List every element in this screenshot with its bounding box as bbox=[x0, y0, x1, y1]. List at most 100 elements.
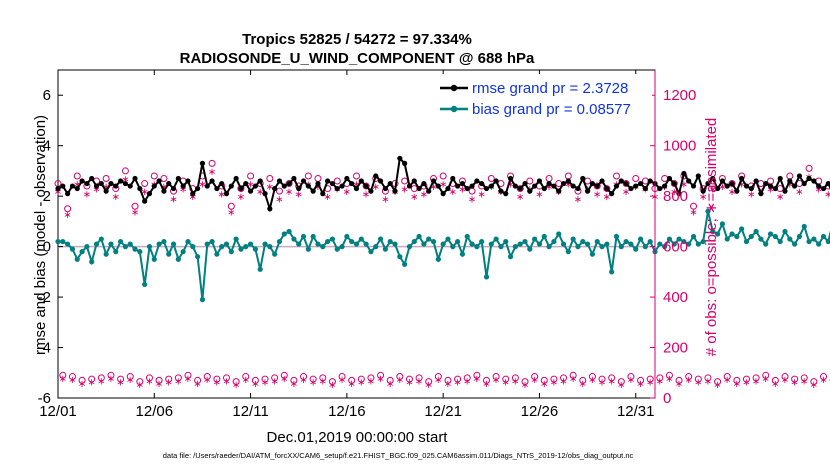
bias-point bbox=[161, 238, 167, 245]
obs-assimilated-point: ∗ bbox=[776, 192, 784, 203]
bias-point bbox=[825, 238, 830, 245]
obs-assimilated-point: ∗ bbox=[73, 180, 81, 191]
obs-possible-point bbox=[511, 374, 519, 382]
bias-point bbox=[498, 244, 504, 250]
obs-assimilated-point: ∗ bbox=[728, 187, 736, 198]
obs-assimilated-point: ∗ bbox=[766, 185, 774, 196]
obs-assimilated-point: ∗ bbox=[59, 374, 67, 385]
bias-point bbox=[806, 238, 812, 245]
obs-possible-point bbox=[704, 374, 712, 382]
obs-possible-point bbox=[622, 180, 630, 188]
obs-assimilated-point: ∗ bbox=[636, 379, 644, 390]
obs-assimilated-point: ∗ bbox=[656, 376, 664, 387]
obs-possible-point bbox=[386, 376, 394, 384]
obs-assimilated-point: ∗ bbox=[145, 376, 153, 387]
bias-point bbox=[55, 238, 61, 245]
bias-point bbox=[628, 241, 634, 247]
bias-point bbox=[60, 238, 66, 245]
obs-assimilated-point: ∗ bbox=[781, 375, 789, 386]
obs-assimilated-point: ∗ bbox=[574, 195, 582, 206]
obs-assimilated-point: ∗ bbox=[468, 195, 476, 206]
rmse-point bbox=[406, 183, 413, 189]
bias-point bbox=[772, 233, 778, 240]
obs-possible-point bbox=[526, 177, 534, 185]
rmse-point bbox=[435, 183, 441, 189]
plot-area: ∗∗∗∗∗∗∗∗∗∗∗∗∗∗∗∗∗∗∗∗ ∗∗∗∗∗∗∗∗∗∗∗∗∗∗∗∗∗∗∗∗… bbox=[54, 69, 830, 399]
obs-possible-point bbox=[454, 375, 462, 383]
obs-assimilated-point: ∗ bbox=[737, 180, 745, 191]
rmse-point bbox=[74, 185, 80, 192]
obs-assimilated-point: ∗ bbox=[444, 379, 452, 390]
bias-point bbox=[435, 256, 441, 262]
rmse-point bbox=[137, 185, 143, 192]
x-tick-label: 12/31 bbox=[617, 403, 655, 420]
obs-possible-point bbox=[425, 378, 433, 386]
rmse-point bbox=[156, 178, 162, 184]
rmse-point bbox=[276, 178, 283, 184]
obs-possible-point bbox=[150, 172, 158, 180]
obs-possible-point bbox=[733, 376, 741, 384]
obs-assimilated-point: ∗ bbox=[559, 376, 567, 387]
bias-point bbox=[132, 246, 138, 252]
bias-point bbox=[811, 236, 817, 242]
obs-possible-point bbox=[767, 177, 775, 185]
rmse-point bbox=[450, 175, 456, 182]
rmse-point bbox=[55, 185, 61, 192]
obs-assimilated-point: ∗ bbox=[819, 375, 827, 386]
bias-point bbox=[74, 256, 80, 262]
obs-assimilated-point: ∗ bbox=[752, 376, 760, 387]
rmse-point bbox=[65, 191, 71, 197]
obs-possible-point bbox=[752, 374, 760, 382]
rmse-point bbox=[623, 180, 629, 187]
bias-point bbox=[479, 238, 485, 245]
bias-point bbox=[392, 241, 398, 247]
obs-assimilated-point: ∗ bbox=[675, 379, 683, 390]
rmse-point bbox=[700, 188, 706, 194]
bias-point bbox=[238, 246, 244, 252]
obs-assimilated-point: ∗ bbox=[396, 375, 404, 386]
obs-assimilated-point: ∗ bbox=[290, 379, 298, 390]
bias-point bbox=[676, 236, 682, 242]
obs-possible-point bbox=[805, 164, 813, 172]
bias-point bbox=[787, 236, 793, 242]
obs-assimilated-point: ∗ bbox=[762, 374, 770, 385]
rmse-point bbox=[512, 183, 518, 189]
obs-possible-point bbox=[473, 371, 481, 379]
rmse-point bbox=[825, 180, 830, 187]
y-axis-right-label: # of obs: o=possible; ∗=assimilated bbox=[703, 118, 720, 357]
rmse-point bbox=[262, 191, 268, 197]
x-tick-label: 12/16 bbox=[328, 403, 366, 420]
rmse-point bbox=[589, 180, 596, 187]
obs-possible-point bbox=[439, 172, 447, 180]
obs-possible-point bbox=[362, 182, 370, 190]
bias-point bbox=[522, 238, 528, 245]
bias-point bbox=[584, 241, 591, 247]
obs-assimilated-point: ∗ bbox=[184, 374, 192, 385]
obs-possible-point bbox=[675, 376, 683, 384]
obs-possible-point bbox=[300, 373, 308, 381]
obs-assimilated-point: ∗ bbox=[689, 207, 697, 218]
obs-possible-point bbox=[160, 174, 168, 182]
rmse-point bbox=[792, 183, 798, 189]
obs-possible-point bbox=[184, 371, 192, 379]
rmse-point bbox=[676, 191, 682, 197]
rmse-point bbox=[368, 188, 374, 194]
bias-point bbox=[89, 259, 95, 265]
rmse-point bbox=[594, 183, 600, 189]
bias-point bbox=[223, 241, 230, 247]
rmse-point bbox=[358, 178, 364, 184]
y-right-tick-label: 400 bbox=[663, 289, 688, 306]
obs-assimilated-point: ∗ bbox=[121, 174, 129, 185]
rmse-point bbox=[127, 183, 133, 189]
obs-assimilated-point: ∗ bbox=[603, 192, 611, 203]
obs-assimilated-point: ∗ bbox=[78, 379, 86, 390]
obs-possible-point bbox=[434, 373, 442, 381]
obs-assimilated-point: ∗ bbox=[420, 190, 428, 201]
obs-possible-point bbox=[771, 376, 779, 384]
obs-assimilated-point: ∗ bbox=[217, 190, 225, 201]
bias-point bbox=[166, 251, 172, 257]
rmse-point bbox=[455, 183, 461, 189]
rmse-point bbox=[257, 178, 263, 184]
bias-point bbox=[363, 241, 369, 247]
obs-assimilated-point: ∗ bbox=[314, 182, 322, 193]
